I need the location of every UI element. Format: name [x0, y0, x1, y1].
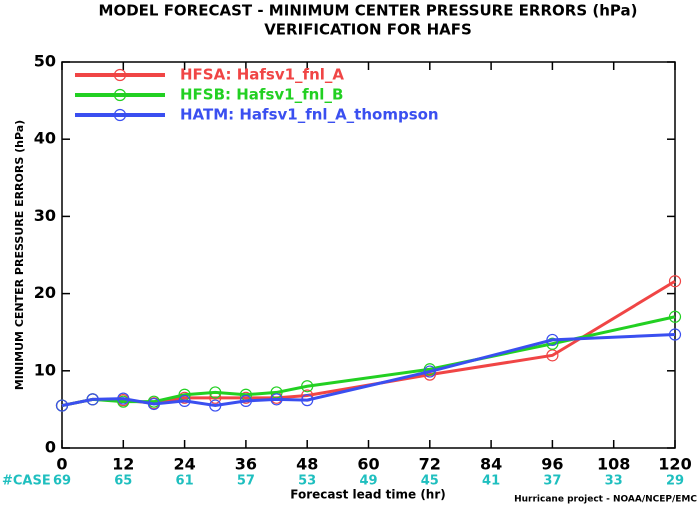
- x-tick-label: 84: [480, 455, 502, 474]
- x-tick-label: 24: [173, 455, 195, 474]
- data-point: [178, 394, 191, 408]
- data-point: [86, 393, 99, 406]
- data-point: [668, 310, 682, 323]
- x-tick-label: 108: [597, 455, 630, 474]
- x-tick-label: 72: [419, 455, 441, 474]
- case-count: 65: [114, 474, 132, 489]
- data-point: [209, 399, 222, 412]
- data-point: [209, 386, 222, 399]
- data-point: [55, 399, 69, 412]
- legend-marker: [113, 68, 127, 82]
- case-count: 49: [359, 474, 377, 489]
- y-tick-label: 20: [34, 283, 56, 302]
- case-count: 45: [421, 474, 439, 489]
- case-count: 61: [176, 474, 194, 489]
- x-tick-label: 36: [235, 455, 257, 474]
- footer: Hurricane project - NOAA/NCEP/EMC: [514, 495, 697, 505]
- case-count: 29: [666, 474, 684, 489]
- series-line: [61, 333, 676, 408]
- data-point: [668, 275, 682, 288]
- data-point: [147, 397, 161, 411]
- x-axis-label: Forecast lead time (hr): [290, 488, 446, 502]
- x-tick-label: 96: [541, 455, 563, 474]
- case-count: 41: [482, 474, 500, 489]
- data-point: [546, 337, 559, 350]
- case-count: 53: [298, 474, 316, 489]
- y-axis-label: MINIMUM CENTER PRESSURE ERRORS (hPa): [13, 120, 26, 390]
- x-tick-label: 0: [56, 455, 67, 474]
- x-tick-label: 12: [112, 455, 134, 474]
- legend-marker: [113, 108, 127, 122]
- data-point: [239, 391, 252, 404]
- y-tick-label: 30: [34, 206, 56, 225]
- data-point: [270, 393, 283, 406]
- case-count: 57: [237, 474, 255, 489]
- data-point: [117, 395, 130, 408]
- data-point: [546, 333, 559, 347]
- legend-label: HFSA: Hafsv1_fnl_A: [180, 66, 344, 84]
- series-line: [61, 315, 676, 408]
- y-tick-label: 10: [34, 360, 56, 379]
- case-count: 69: [53, 474, 71, 489]
- case-count: 33: [605, 474, 623, 489]
- x-tick-label: 48: [296, 455, 318, 474]
- y-tick-label: 0: [45, 438, 56, 457]
- legend-label: HFSB: Hafsv1_fnl_B: [180, 86, 343, 104]
- case-count: 37: [543, 474, 561, 489]
- chart-title: MODEL FORECAST - MINIMUM CENTER PRESSURE…: [99, 2, 638, 20]
- x-tick-label: 120: [658, 455, 691, 474]
- data-point: [423, 365, 436, 378]
- data-point: [178, 391, 191, 404]
- data-point: [668, 328, 682, 341]
- data-point: [239, 394, 252, 408]
- data-point: [301, 380, 314, 393]
- y-tick-label: 50: [34, 52, 56, 71]
- data-point: [117, 392, 130, 405]
- legend-label: HATM: Hafsv1_fnl_A_thompson: [180, 106, 439, 124]
- x-tick-label: 60: [357, 455, 379, 474]
- chart-subtitle: VERIFICATION FOR HAFS: [264, 21, 472, 39]
- case-label: #CASE: [2, 474, 51, 489]
- data-point: [301, 394, 314, 407]
- legend-marker: [113, 88, 127, 102]
- y-tick-label: 40: [34, 129, 56, 148]
